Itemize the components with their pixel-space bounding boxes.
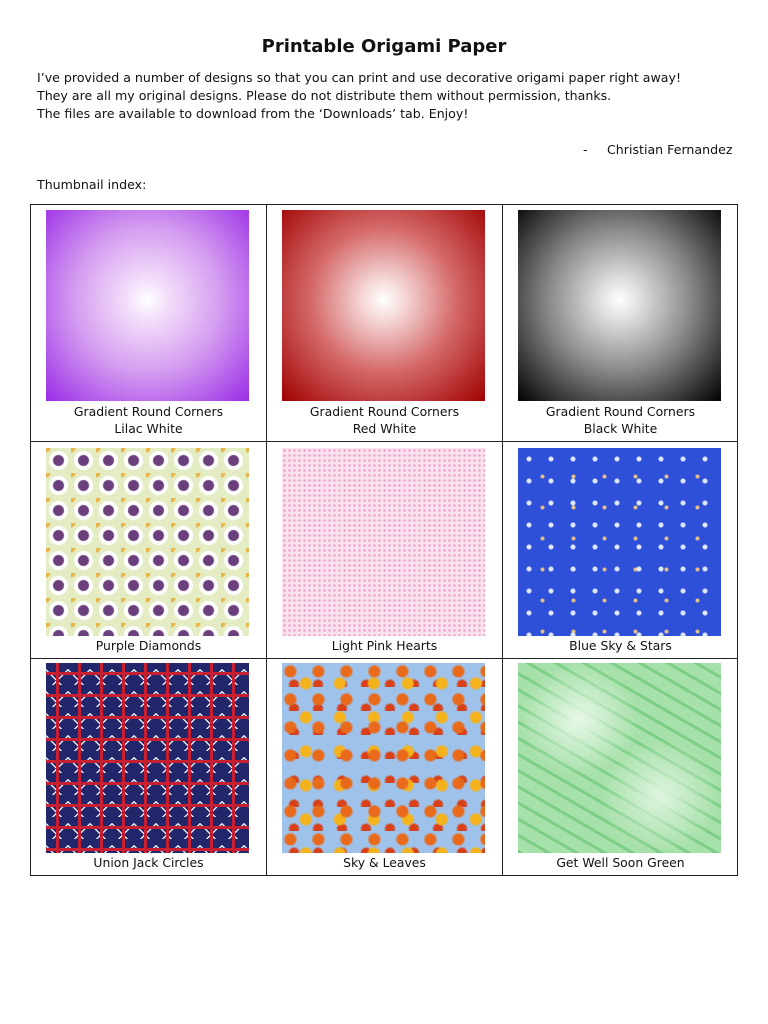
intro-line: They are all my original designs. Please…	[37, 88, 612, 103]
thumbnail-cell: Gradient Round Corners Lilac White	[31, 205, 267, 442]
thumbnail-cell: Get Well Soon Green	[503, 659, 738, 876]
thumbnail-image	[46, 663, 249, 853]
thumbnail-image	[518, 448, 721, 636]
thumbnail-table: Gradient Round Corners Lilac White Gradien…	[30, 204, 738, 876]
thumbnail-cell: Gradient Round Corners Red White	[267, 205, 503, 442]
thumbnail-caption: Gradient Round Corners	[309, 404, 460, 419]
intro-line: The files are available to download from…	[37, 106, 469, 121]
thumbnail-caption: Gradient Round Corners	[73, 404, 224, 419]
thumbnail-cell: Blue Sky & Stars	[503, 442, 738, 659]
thumbnail-caption: Blue Sky & Stars	[569, 638, 672, 653]
thumbnail-image	[518, 663, 721, 853]
thumbnail-image	[282, 448, 485, 636]
thumbnail-cell: Light Pink Hearts	[267, 442, 503, 659]
thumbnail-caption: Black White	[583, 421, 658, 436]
signature-dash: -	[583, 142, 588, 157]
thumbnail-caption: Purple Diamonds	[95, 638, 202, 653]
thumbnail-image	[46, 210, 249, 401]
title: Printable Origami Paper	[261, 36, 507, 57]
thumbnail-caption: Gradient Round Corners	[545, 404, 696, 419]
thumbnail-cell: Sky & Leaves	[267, 659, 503, 876]
thumbnail-caption: Lilac White	[114, 421, 183, 436]
thumbnail-caption: Union Jack Circles	[93, 855, 204, 870]
thumbnail-cell: Union Jack Circles	[31, 659, 267, 876]
thumbnail-image	[518, 210, 721, 401]
thumbnail-caption: Light Pink Hearts	[331, 638, 438, 653]
intro-line: I’ve provided a number of designs so tha…	[37, 70, 682, 85]
index-label: Thumbnail index:	[37, 177, 147, 192]
thumbnail-caption: Sky & Leaves	[343, 855, 426, 870]
thumbnail-image	[282, 663, 485, 853]
thumbnail-caption: Get Well Soon Green	[556, 855, 685, 870]
thumbnail-image	[282, 210, 485, 401]
thumbnail-cell: Purple Diamonds	[31, 442, 267, 659]
thumbnail-image	[46, 448, 249, 636]
thumbnail-cell: Gradient Round Corners Black White	[503, 205, 738, 442]
thumbnail-caption: Red White	[352, 421, 417, 436]
signature-name: Christian Fernandez	[607, 142, 733, 157]
